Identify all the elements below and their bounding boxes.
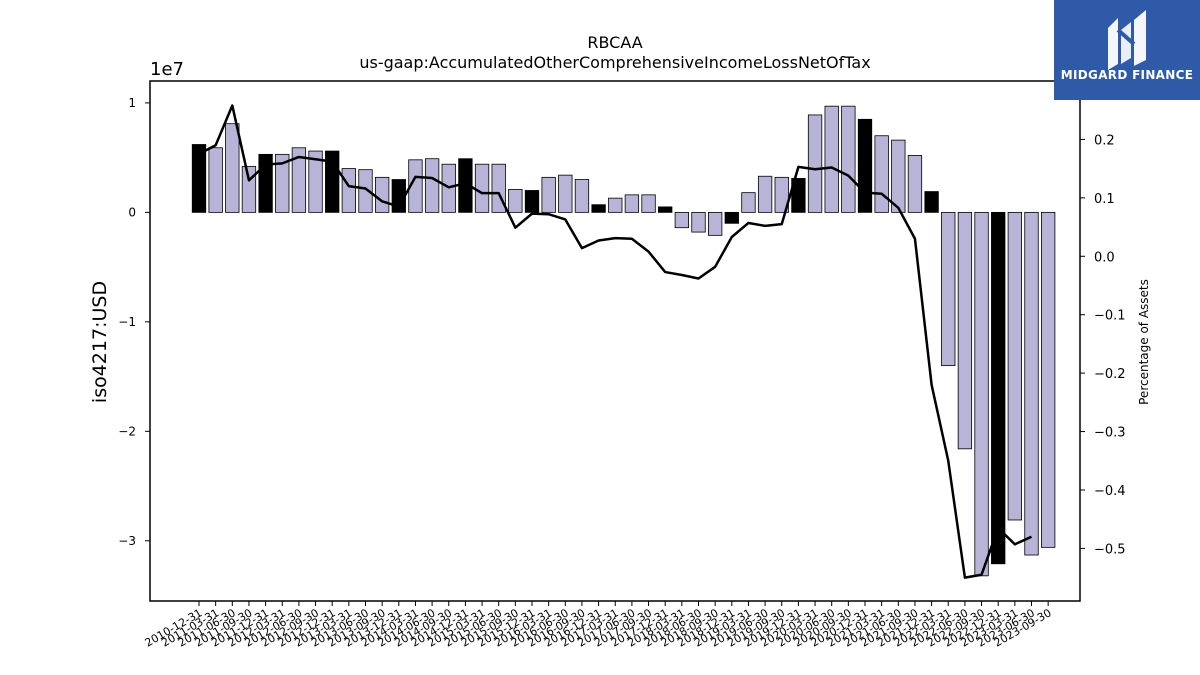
bar-2014-03-31 xyxy=(408,159,423,213)
bar-2021-09-30 xyxy=(907,155,923,213)
bar-2012-03-31 xyxy=(275,153,290,213)
bar-2016-12-31 xyxy=(591,204,606,213)
y-axis-label: iso4217:USD xyxy=(89,281,111,403)
bar-2019-03-31 xyxy=(741,192,756,213)
bar-2015-12-31 xyxy=(524,190,540,213)
y2-tick-label: −0.1 xyxy=(1094,309,1126,324)
bar-2016-03-31 xyxy=(541,176,556,213)
bar-2011-09-30 xyxy=(241,165,257,213)
bar-2016-09-30 xyxy=(574,179,590,213)
y-tick-label: 0 xyxy=(128,205,136,219)
bar-2019-12-31 xyxy=(791,178,806,213)
bar-2012-09-30 xyxy=(308,150,323,213)
ratio-line xyxy=(198,104,1033,579)
bar-2013-03-31 xyxy=(341,168,357,213)
bar-2020-09-30 xyxy=(841,105,856,213)
y2-tick-label: 0.0 xyxy=(1094,250,1115,265)
bar-2017-03-31 xyxy=(608,197,623,213)
bar-2018-09-30 xyxy=(708,211,723,236)
plot-frame xyxy=(149,80,1081,602)
bar-2020-12-31 xyxy=(857,118,873,213)
bar-2021-12-31 xyxy=(924,191,939,213)
bar-2011-06-30 xyxy=(225,123,240,213)
ratio-line-layer xyxy=(198,104,1033,579)
x-axis: 2010-12-312011-03-312011-06-302011-09-30… xyxy=(143,601,1054,650)
chart-title: RBCAA xyxy=(587,33,642,52)
bar-2023-09-30 xyxy=(1041,211,1056,548)
bar-2012-06-30 xyxy=(291,147,307,213)
y2-axis-label: Percentage of Assets xyxy=(1137,279,1151,405)
midgard-logo-icon xyxy=(1108,10,1146,70)
y-tick-label: −3 xyxy=(118,534,136,548)
bar-2019-06-30 xyxy=(757,175,773,213)
bar-2013-09-30 xyxy=(374,176,390,213)
bar-2019-09-30 xyxy=(774,176,789,213)
bar-2021-06-30 xyxy=(891,139,906,213)
bar-2018-03-31 xyxy=(674,211,689,229)
y2-tick-label: −0.4 xyxy=(1094,484,1126,499)
bar-2017-12-31 xyxy=(658,206,673,213)
chart-subtitle: us-gaap:AccumulatedOtherComprehensiveInc… xyxy=(359,53,870,72)
title-group: RBCAA us-gaap:AccumulatedOtherComprehens… xyxy=(359,33,870,72)
bar-2021-03-31 xyxy=(874,135,889,213)
bar-2022-09-30 xyxy=(974,211,989,577)
bar-2017-09-30 xyxy=(641,194,656,213)
bar-2015-09-30 xyxy=(508,188,523,213)
bar-2010-12-31 xyxy=(191,144,207,213)
y-offset-label: 1e7 xyxy=(150,59,184,80)
bar-2023-03-31 xyxy=(1007,211,1022,521)
y2-tick-label: −0.3 xyxy=(1094,426,1126,441)
y-axis: 1 0 −1 −2 −3 xyxy=(118,96,150,548)
bar-2022-06-30 xyxy=(957,211,973,450)
y2-tick-label: 0.1 xyxy=(1094,192,1115,207)
midgard-finance-logo: MIDGARD FINANCE xyxy=(1054,0,1200,100)
y-tick-label: 1 xyxy=(128,96,136,110)
bar-2016-06-30 xyxy=(558,174,573,213)
logo-text: MIDGARD FINANCE xyxy=(1060,68,1194,82)
y2-axis: 0.2 0.1 0.0 −0.1 −0.2 −0.3 −0.4 −0.5 xyxy=(1080,133,1126,557)
bar-2013-06-30 xyxy=(358,169,373,213)
bar-2017-06-30 xyxy=(624,194,640,213)
y2-tick-label: −0.2 xyxy=(1094,367,1126,382)
y-tick-label: −2 xyxy=(118,424,136,438)
bar-2023-06-30 xyxy=(1024,211,1039,556)
y2-tick-label: 0.2 xyxy=(1094,133,1115,148)
bar-2020-06-30 xyxy=(824,105,839,213)
bar-2018-12-31 xyxy=(724,211,739,224)
bar-2022-03-31 xyxy=(941,211,956,367)
bar-2018-06-30 xyxy=(691,211,706,233)
y2-tick-label: −0.5 xyxy=(1094,542,1126,557)
bar-2015-03-31 xyxy=(474,163,490,213)
bar-2020-03-31 xyxy=(807,114,823,213)
bar-2022-12-31 xyxy=(991,211,1006,565)
bar-2011-03-31 xyxy=(208,147,223,213)
bar-2014-06-30 xyxy=(424,158,440,213)
y-tick-label: −1 xyxy=(118,315,136,329)
